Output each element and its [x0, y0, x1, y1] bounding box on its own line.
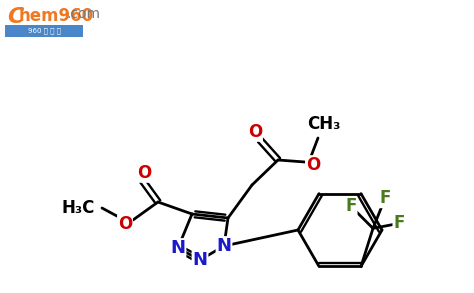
Text: F: F [393, 214, 405, 232]
Text: F: F [379, 189, 391, 207]
Text: N: N [217, 237, 231, 255]
Text: .com: .com [67, 7, 101, 21]
Text: O: O [248, 123, 262, 141]
Text: H₃C: H₃C [61, 199, 95, 217]
Text: O: O [306, 156, 320, 174]
Text: C: C [7, 7, 23, 27]
Text: 960 化 工 网: 960 化 工 网 [27, 28, 61, 34]
Text: N: N [171, 239, 185, 257]
Text: O: O [118, 215, 132, 233]
FancyBboxPatch shape [5, 25, 83, 37]
Text: CH₃: CH₃ [307, 115, 341, 133]
Text: N: N [192, 251, 208, 269]
Text: O: O [137, 164, 151, 182]
Text: F: F [346, 197, 357, 215]
Text: hem960: hem960 [19, 7, 94, 25]
